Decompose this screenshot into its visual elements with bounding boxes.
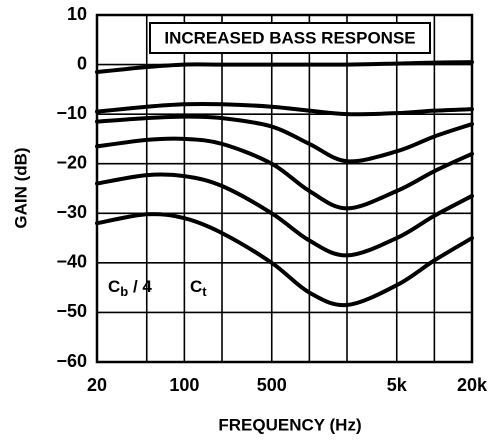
annotation-sub: b [120, 284, 128, 299]
annotation: Cb / 4 [108, 277, 152, 299]
y-tick-label: 10 [67, 4, 87, 24]
annotation-rest: / 4 [128, 277, 152, 296]
series-line [95, 101, 474, 117]
x-tick-label: 100 [169, 375, 199, 395]
series-line [95, 114, 474, 164]
y-tick-label: −30 [56, 202, 87, 222]
annotation: Ct [190, 277, 207, 299]
series-line [95, 60, 474, 75]
annotation-main: C [108, 277, 120, 296]
x-tick-label: 20 [87, 375, 107, 395]
y-tick-label: −10 [56, 103, 87, 123]
annotation: INCREASED BASS RESPONSE [164, 28, 415, 47]
series-line [95, 212, 474, 308]
annotation-main: C [190, 277, 202, 296]
x-tick-label: 5k [387, 375, 408, 395]
y-tick-label: −40 [56, 252, 87, 272]
x-axis-title: FREQUENCY (Hz) [218, 415, 361, 434]
plot-frame [95, 13, 474, 364]
annotation-sub: t [202, 284, 207, 299]
y-axis-title: GAIN (dB) [11, 147, 30, 228]
series-line [95, 136, 474, 211]
y-tick-label: 0 [77, 53, 87, 73]
x-tick-label: 20k [457, 375, 488, 395]
series-line [95, 172, 474, 258]
y-tick-label: −50 [56, 301, 87, 321]
annotation-box [149, 22, 431, 54]
y-tick-label: −60 [56, 351, 87, 371]
x-tick-label: 500 [257, 375, 287, 395]
y-tick-label: −20 [56, 152, 87, 172]
